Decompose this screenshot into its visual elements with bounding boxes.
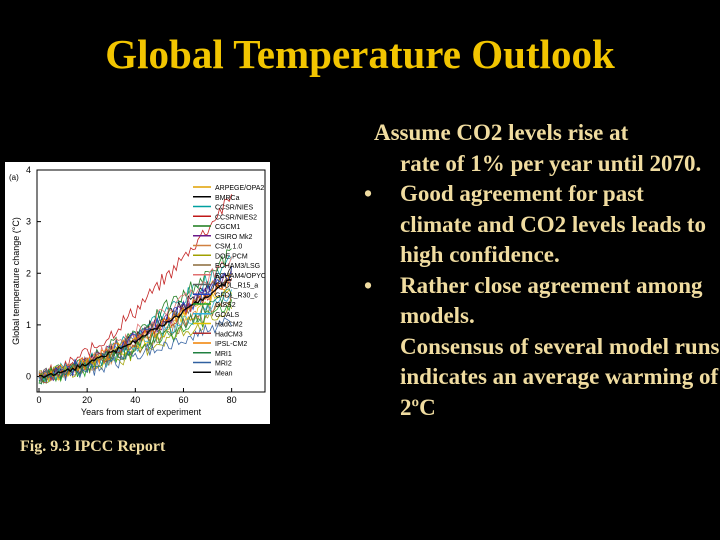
bullet-text: rate of 1% per year until 2070.	[400, 150, 702, 176]
panel-label: (a)	[9, 173, 19, 182]
legend-label: CSM 1.0	[215, 244, 242, 251]
series-line	[38, 278, 232, 379]
y-tick-label: 1	[26, 320, 31, 330]
legend-label: CCSR/NIES2	[215, 214, 257, 221]
y-tick-label: 4	[26, 165, 31, 175]
x-tick-label: 80	[227, 395, 237, 405]
legend-label: ECHAM4/OPYC	[215, 273, 266, 280]
slide-title: Global Temperature Outlook	[105, 31, 615, 77]
series-line	[38, 288, 232, 385]
bullet-item: • Good agreement for past climate and CO…	[360, 179, 720, 271]
plot-frame	[36, 169, 266, 393]
y-tick-label: 2	[26, 268, 31, 278]
legend-label: IPSL-CM2	[215, 341, 247, 348]
series-line	[38, 274, 232, 380]
bullet-text: Assume CO2 levels rise at	[374, 120, 629, 145]
legend-label: DOE PCM	[215, 253, 248, 260]
bullet-text: Good agreement for past climate and CO2 …	[400, 181, 706, 267]
bullet-text: Consensus of several model runs indicate…	[400, 333, 720, 420]
bullet-list: Assume CO2 levels rise at rate of 1% per…	[360, 118, 720, 423]
legend-label: HadCM2	[215, 322, 243, 329]
y-tick-label: 3	[26, 217, 31, 227]
x-tick-label: 0	[36, 395, 41, 405]
legend-label: CSIRO Mk2	[215, 234, 252, 241]
bullet-text: Rather close agreement among models.	[400, 272, 703, 329]
legend-label: ECHAM3/LSG	[215, 263, 260, 270]
legend-label: MRI2	[215, 361, 232, 368]
x-tick-label: 20	[82, 395, 92, 405]
bullet-dot: •	[364, 181, 373, 206]
legend-label: GOALS	[215, 312, 239, 319]
bullet-item: Assume CO2 levels rise at rate of 1% per…	[360, 118, 720, 179]
legend-label: ARPEGE/OPA2	[215, 185, 264, 192]
x-tick-label: 60	[178, 395, 188, 405]
legend-label: CGCM1	[215, 224, 240, 231]
bullet-item: Consensus of several model runs indicate…	[360, 332, 720, 424]
figure-caption: Fig. 9.3 IPCC Report	[20, 438, 166, 455]
legend-label: BMRCa	[215, 195, 240, 202]
x-tick-label: 40	[130, 395, 140, 405]
legend-label: GFDL_R15_a	[215, 283, 258, 290]
legend-label: Mean	[215, 370, 233, 377]
series-line	[38, 278, 232, 384]
series-line	[38, 194, 232, 383]
y-axis-label: Global temperature change (°C)	[11, 217, 21, 345]
x-axis-label: Years from start of experiment	[81, 407, 202, 417]
series-line	[38, 248, 232, 382]
legend-label: HadCM3	[215, 331, 243, 338]
legend-label: MRI1	[215, 351, 232, 358]
bullet-dot: •	[364, 272, 373, 298]
y-tick-label: 0	[26, 372, 31, 382]
ipcc-figure: 0 1 2 3 4 0 20 40 60 80 Years from start of experi…	[5, 162, 270, 424]
legend-label: CCSR/NIES	[215, 205, 253, 212]
legend-label: GISS2	[215, 302, 236, 309]
bullet-item: • Rather close agreement among models.	[360, 271, 720, 332]
legend-label: GFDL_R30_c	[215, 292, 258, 299]
